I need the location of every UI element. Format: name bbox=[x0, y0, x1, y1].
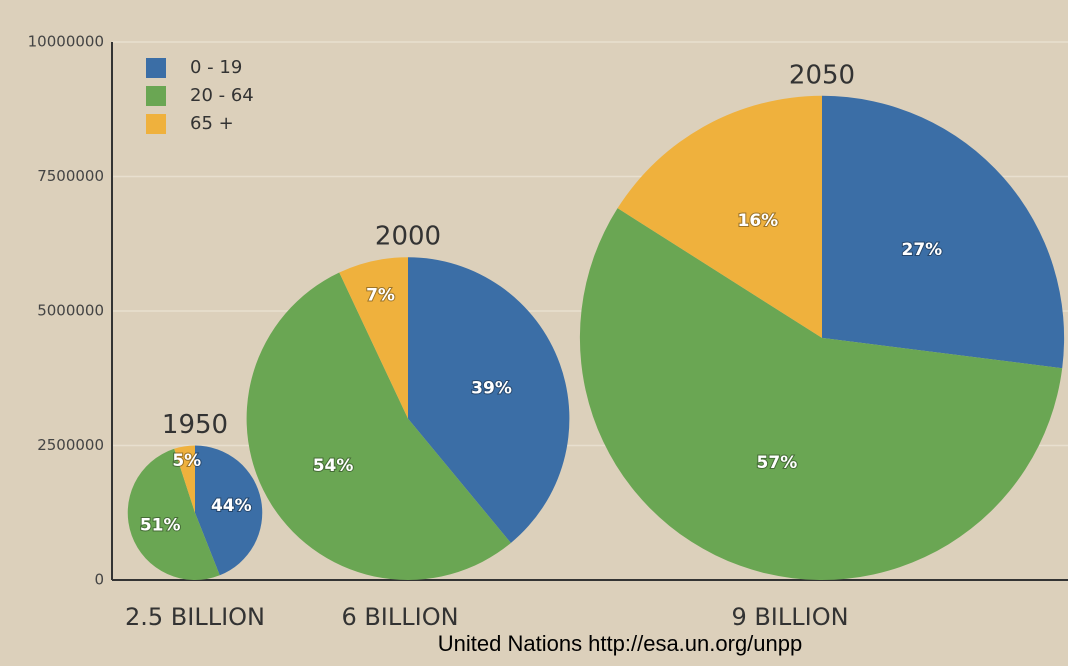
pie-slice bbox=[408, 257, 570, 543]
pie-year: 2050 bbox=[789, 60, 855, 90]
legend-label: 20 - 64 bbox=[190, 85, 254, 106]
pie-slice bbox=[195, 445, 263, 576]
pie-total: 9 BILLION bbox=[731, 603, 848, 631]
source: United Nations http://esa.un.org/unpp bbox=[438, 631, 802, 656]
slice-label: 16% bbox=[738, 211, 779, 231]
pie-slice bbox=[579, 208, 1063, 580]
pie-year: 1950 bbox=[162, 410, 228, 440]
y-tick-label: 0 bbox=[94, 571, 104, 589]
slice-label: 44% bbox=[211, 496, 252, 516]
y-tick-label: 2500000 bbox=[37, 436, 104, 454]
pie-slice bbox=[822, 95, 1065, 369]
legend-swatch bbox=[146, 58, 166, 78]
legend-swatch bbox=[146, 86, 166, 106]
pie-slice bbox=[617, 95, 822, 338]
slice-label: 7% bbox=[366, 286, 395, 306]
legend-label: 65 + bbox=[190, 113, 234, 134]
slice-label: 27% bbox=[902, 240, 943, 260]
y-tick-label: 7500000 bbox=[37, 167, 104, 185]
y-tick-label: 10000000 bbox=[28, 33, 104, 51]
slice-label: 54% bbox=[313, 456, 354, 476]
slice-label: 51% bbox=[140, 515, 181, 535]
legend-swatch bbox=[146, 114, 166, 134]
pie-total: 6 BILLION bbox=[341, 603, 458, 631]
pie-total: 2.5 BILLION bbox=[125, 603, 265, 631]
slice-label: 57% bbox=[757, 453, 798, 473]
pie-slice bbox=[246, 272, 511, 581]
slice-label: 39% bbox=[471, 379, 512, 399]
pie-slice bbox=[127, 448, 220, 580]
pie-slice bbox=[174, 445, 195, 513]
legend-label: 0 - 19 bbox=[190, 57, 242, 78]
slice-label: 5% bbox=[172, 451, 201, 471]
pie-slice bbox=[339, 257, 408, 419]
pie-year: 2000 bbox=[375, 222, 441, 252]
y-tick-label: 5000000 bbox=[37, 302, 104, 320]
